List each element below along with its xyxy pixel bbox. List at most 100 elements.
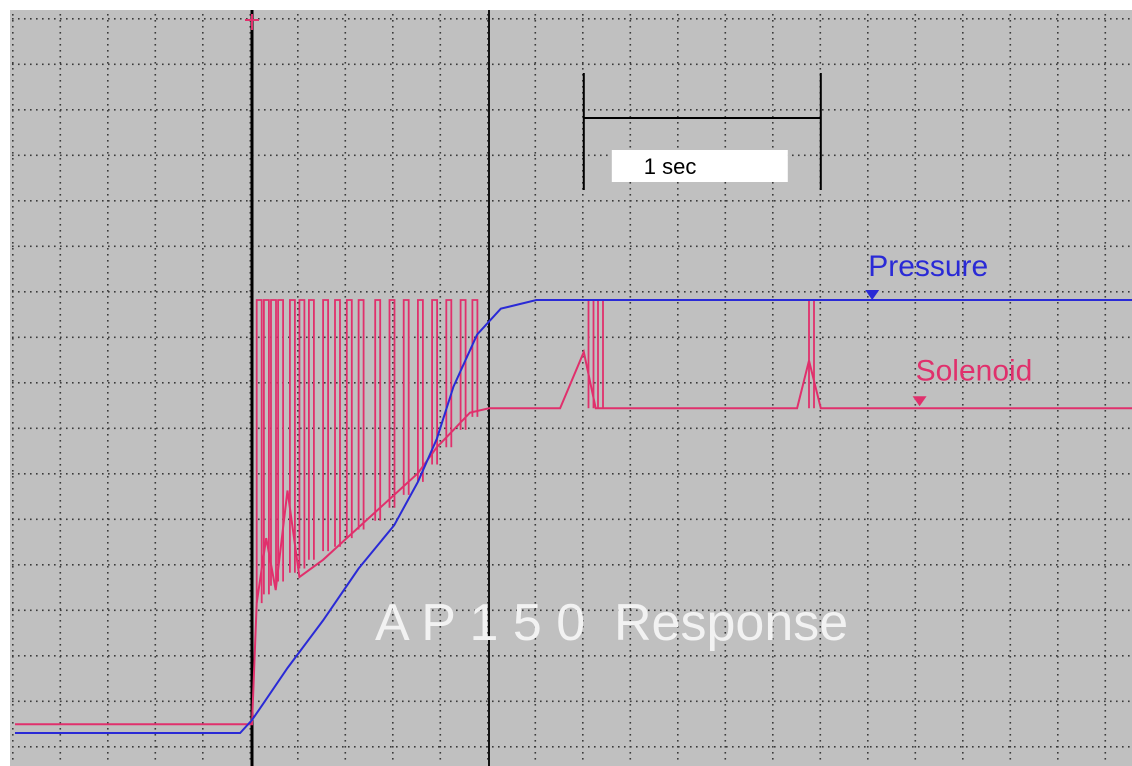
grid-dot <box>819 602 822 604</box>
grid-dot <box>772 398 774 400</box>
grid-dot <box>534 92 537 94</box>
grid-dot <box>936 109 938 111</box>
grid-dot <box>914 284 917 286</box>
grid-dot <box>330 18 332 20</box>
grid-dot <box>1057 746 1059 748</box>
grid-dot <box>132 382 134 384</box>
grid-dot <box>962 212 964 214</box>
grid-dot <box>456 63 458 66</box>
grid-dot <box>1128 291 1130 293</box>
grid-dot <box>154 176 157 178</box>
grid-dot <box>1057 560 1059 562</box>
grid-dot <box>1009 512 1012 514</box>
grid-dot <box>107 554 109 556</box>
grid-dot <box>1009 560 1012 562</box>
grid-dot <box>426 382 428 384</box>
grid-dot <box>487 722 489 724</box>
grid-dot <box>202 518 204 520</box>
grid-dot <box>677 386 679 388</box>
grid-dot <box>202 524 204 526</box>
grid-dot <box>1104 308 1107 310</box>
grid-dot <box>819 368 822 370</box>
grid-dot <box>1057 548 1059 550</box>
grid-dot <box>962 500 964 502</box>
grid-dot <box>344 560 347 562</box>
grid-dot <box>1104 392 1107 394</box>
grid-dot <box>772 104 774 106</box>
grid-dot <box>439 98 442 100</box>
grid-dot <box>914 170 917 172</box>
grid-dot <box>912 18 914 20</box>
grid-dot <box>1092 336 1094 339</box>
grid-dot <box>772 368 774 370</box>
grid-dot <box>772 140 774 142</box>
grid-dot <box>582 626 584 628</box>
grid-dot <box>582 248 584 250</box>
grid-dot <box>202 128 204 130</box>
grid-dot <box>1104 212 1107 214</box>
grid-dot <box>90 63 92 66</box>
grid-dot <box>392 74 394 76</box>
grid-dot <box>186 336 188 339</box>
grid-dot <box>677 212 679 214</box>
grid-dot <box>918 245 920 248</box>
grid-dot <box>18 291 20 293</box>
grid-dot <box>439 56 442 58</box>
grid-dot <box>210 154 212 157</box>
grid-dot <box>202 164 204 166</box>
grid-dot <box>330 291 332 293</box>
grid-dot <box>186 200 188 202</box>
grid-dot <box>772 476 774 478</box>
grid-dot <box>344 410 347 412</box>
grid-dot <box>392 308 394 310</box>
grid-dot <box>629 536 632 538</box>
grid-dot <box>270 18 272 20</box>
grid-dot <box>84 18 86 20</box>
grid-dot <box>202 38 204 40</box>
grid-dot <box>107 722 109 724</box>
grid-dot <box>12 542 14 544</box>
grid-dot <box>228 200 230 202</box>
grid-dot <box>366 473 368 475</box>
grid-dot <box>867 482 869 484</box>
grid-dot <box>1057 662 1059 664</box>
grid-dot <box>600 291 602 293</box>
grid-dot <box>888 200 890 202</box>
grid-dot <box>246 473 248 475</box>
grid-dot <box>174 109 176 111</box>
grid-dot <box>150 109 152 111</box>
grid-dot <box>344 344 347 346</box>
grid-dot <box>1104 194 1107 196</box>
grid-dot <box>684 382 686 384</box>
grid-dot <box>629 296 632 298</box>
grid-dot <box>154 722 157 724</box>
grid-dot <box>344 638 347 640</box>
grid-dot <box>819 470 822 472</box>
grid-dot <box>1074 200 1076 202</box>
grid-dot <box>12 154 14 157</box>
grid-dot <box>186 18 188 20</box>
grid-dot <box>677 74 679 76</box>
grid-dot <box>426 245 428 248</box>
grid-dot <box>772 266 774 268</box>
grid-dot <box>1104 734 1107 736</box>
grid-dot <box>546 245 548 248</box>
grid-dot <box>1098 336 1100 339</box>
grid-dot <box>336 18 338 20</box>
grid-dot <box>1104 338 1107 340</box>
grid-dot <box>540 473 542 475</box>
grid-dot <box>439 302 442 304</box>
grid-dot <box>288 336 290 339</box>
grid-dot <box>54 200 56 202</box>
grid-dot <box>552 109 554 111</box>
grid-dot <box>629 590 632 592</box>
grid-dot <box>392 434 394 436</box>
grid-dot <box>297 338 299 340</box>
grid-dot <box>912 382 914 384</box>
grid-dot <box>204 63 206 66</box>
grid-dot <box>666 336 668 339</box>
grid-dot <box>629 194 632 196</box>
grid-dot <box>738 382 740 384</box>
grid-dot <box>249 92 252 94</box>
grid-dot <box>107 614 109 616</box>
